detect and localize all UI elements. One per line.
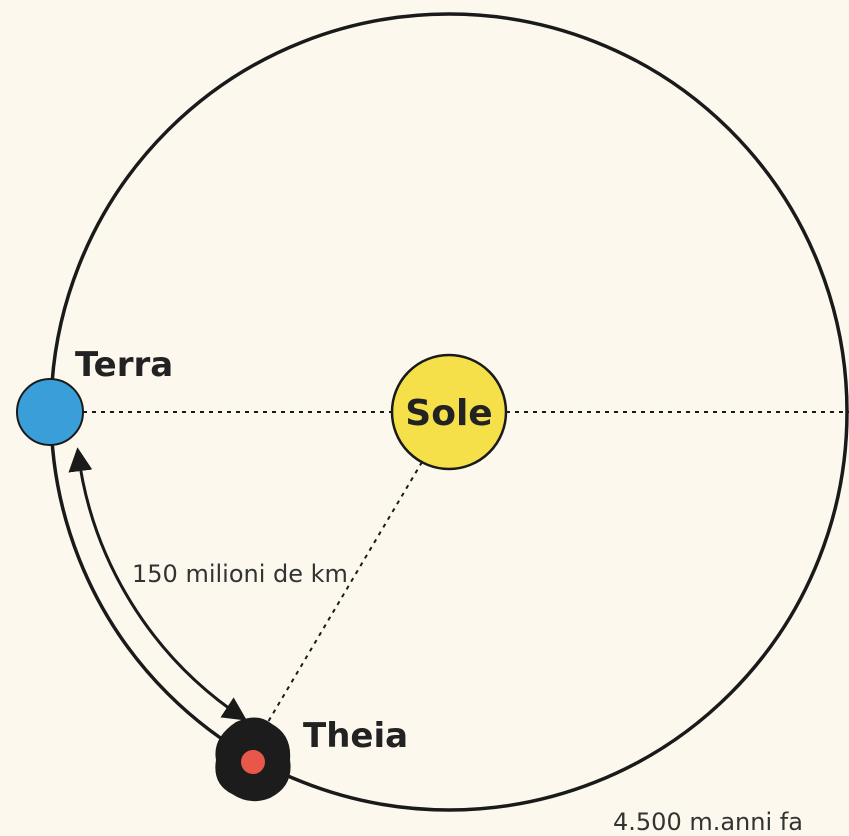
sun-label: Sole (405, 393, 492, 434)
time-label: 4.500 m.anni fa (613, 808, 803, 836)
earth-label: Terra (75, 345, 173, 385)
distance-label: 150 milioni de km (132, 560, 348, 588)
earth (17, 379, 83, 445)
theia-core (241, 750, 265, 774)
diagram: Terra Sole 150 milioni de km Theia 4.500… (0, 0, 849, 836)
theia-label: Theia (303, 716, 408, 756)
